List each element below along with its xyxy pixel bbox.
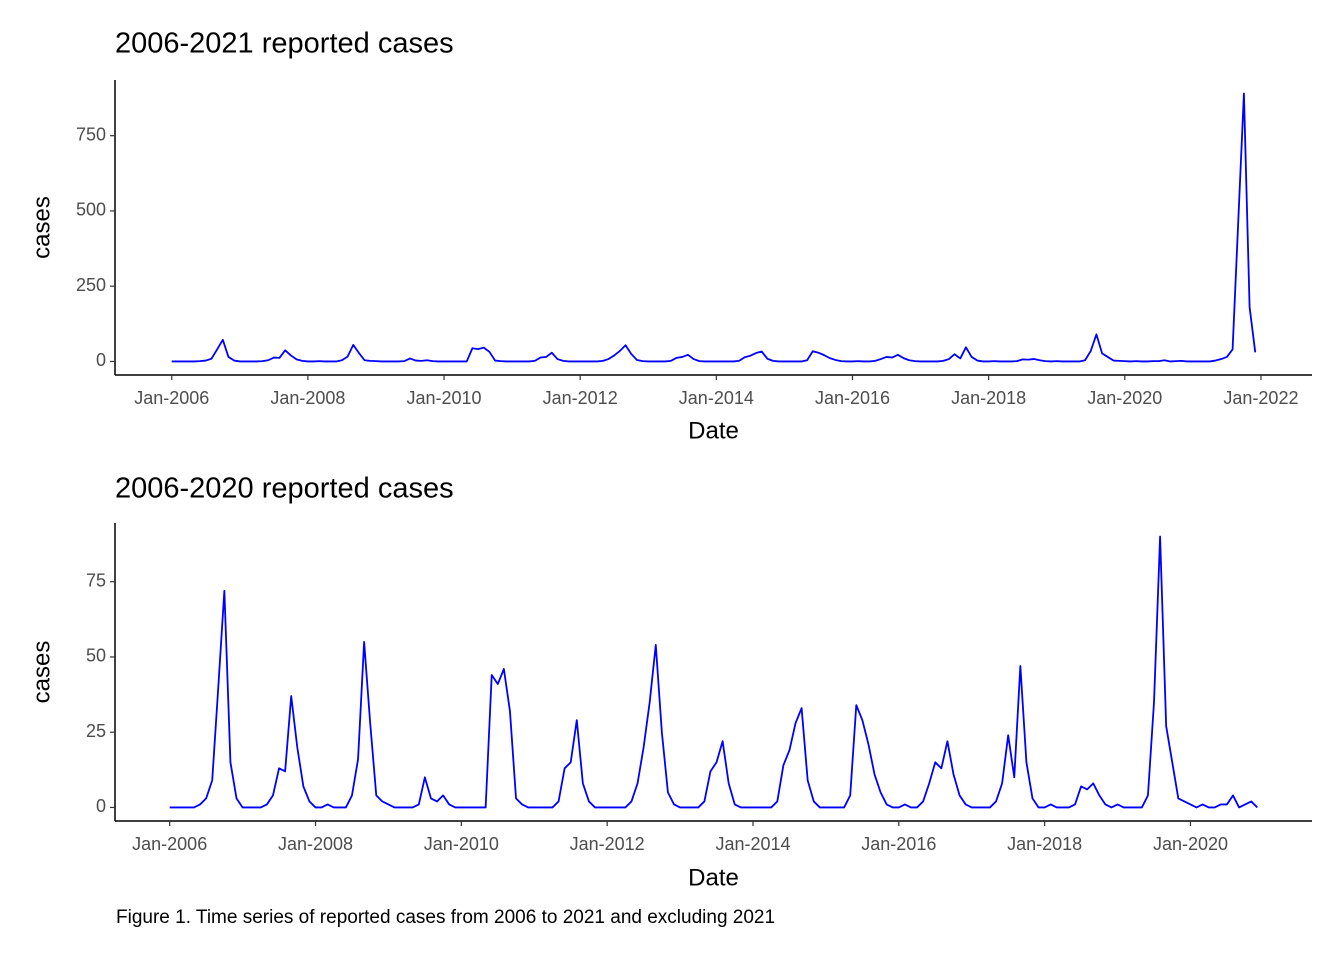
x-tick-label: Jan-2006 <box>132 834 207 854</box>
data-line <box>169 535 1258 809</box>
x-tick-label: Jan-2008 <box>278 834 353 854</box>
x-tick-label: Jan-2016 <box>861 834 936 854</box>
chart-title: 2006-2020 reported cases <box>115 473 454 505</box>
x-tick-label: Jan-2016 <box>815 388 890 408</box>
data-line <box>171 92 1257 363</box>
y-tick-label: 50 <box>86 646 106 666</box>
y-tick-label: 0 <box>96 796 106 816</box>
caption: Figure 1. Time series of reported cases … <box>116 907 775 928</box>
x-tick-label: Jan-2006 <box>134 388 209 408</box>
x-tick-label: Jan-2020 <box>1087 388 1162 408</box>
x-tick-label: Jan-2022 <box>1223 388 1298 408</box>
x-tick-label: Jan-2014 <box>715 834 790 854</box>
y-tick-label: 0 <box>96 350 106 370</box>
x-tick-label: Jan-2014 <box>679 388 754 408</box>
x-axis-title: Date <box>688 864 739 891</box>
chart-title: 2006-2021 reported cases <box>115 28 454 60</box>
x-tick-label: Jan-2020 <box>1153 834 1228 854</box>
y-tick-label: 75 <box>86 570 106 590</box>
x-tick-label: Jan-2008 <box>270 388 345 408</box>
x-tick-label: Jan-2012 <box>543 388 618 408</box>
x-tick-label: Jan-2018 <box>951 388 1026 408</box>
x-tick-label: Jan-2018 <box>1007 834 1082 854</box>
y-tick-label: 500 <box>76 200 106 220</box>
x-axis-title: Date <box>688 417 739 444</box>
y-tick-label: 750 <box>76 124 106 144</box>
y-axis-title: cases <box>28 641 55 704</box>
x-tick-label: Jan-2010 <box>424 834 499 854</box>
y-axis-title: cases <box>28 196 55 259</box>
x-tick-label: Jan-2010 <box>407 388 482 408</box>
x-tick-label: Jan-2012 <box>570 834 645 854</box>
y-tick-label: 25 <box>86 721 106 741</box>
y-tick-label: 250 <box>76 275 106 295</box>
